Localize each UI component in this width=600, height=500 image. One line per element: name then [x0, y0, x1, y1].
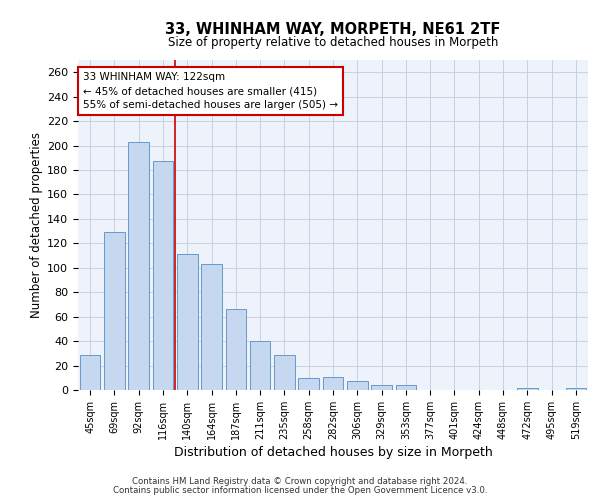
Y-axis label: Number of detached properties: Number of detached properties — [30, 132, 43, 318]
Bar — [128, 142, 149, 390]
Bar — [104, 232, 125, 390]
Bar — [566, 388, 586, 390]
Bar — [371, 385, 392, 390]
Bar — [517, 388, 538, 390]
Bar — [395, 385, 416, 390]
Bar — [250, 341, 271, 390]
Text: 33, WHINHAM WAY, MORPETH, NE61 2TF: 33, WHINHAM WAY, MORPETH, NE61 2TF — [166, 22, 500, 38]
Bar — [226, 310, 246, 390]
Bar — [298, 378, 319, 390]
Bar — [177, 254, 197, 390]
Bar — [347, 382, 368, 390]
Bar — [152, 162, 173, 390]
Bar — [274, 354, 295, 390]
Text: 33 WHINHAM WAY: 122sqm
← 45% of detached houses are smaller (415)
55% of semi-de: 33 WHINHAM WAY: 122sqm ← 45% of detached… — [83, 72, 338, 110]
Text: Size of property relative to detached houses in Morpeth: Size of property relative to detached ho… — [168, 36, 498, 49]
X-axis label: Distribution of detached houses by size in Morpeth: Distribution of detached houses by size … — [173, 446, 493, 459]
Text: Contains HM Land Registry data © Crown copyright and database right 2024.: Contains HM Land Registry data © Crown c… — [132, 478, 468, 486]
Bar — [323, 376, 343, 390]
Bar — [80, 354, 100, 390]
Bar — [201, 264, 222, 390]
Text: Contains public sector information licensed under the Open Government Licence v3: Contains public sector information licen… — [113, 486, 487, 495]
